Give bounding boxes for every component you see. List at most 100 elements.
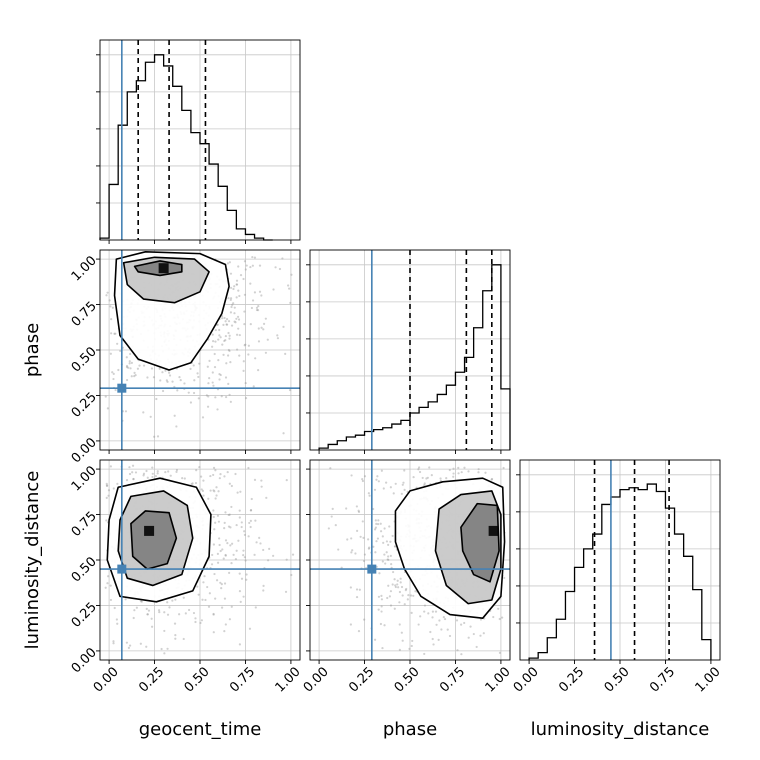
sample-point — [272, 288, 275, 291]
sample-point — [196, 585, 199, 588]
sample-point — [218, 334, 221, 337]
sample-point — [108, 299, 111, 302]
sample-point — [161, 389, 165, 393]
sample-point — [244, 268, 247, 271]
contour-line — [133, 260, 183, 277]
sample-point — [194, 617, 197, 620]
sample-point — [230, 305, 233, 309]
sample-point — [175, 425, 178, 428]
sample-point — [112, 377, 115, 381]
sample-point — [236, 315, 240, 318]
sample-point — [249, 519, 252, 522]
sample-point — [242, 360, 245, 363]
sample-point — [237, 289, 240, 292]
sample-point — [213, 572, 216, 576]
sample-point — [387, 555, 390, 558]
sample-point — [482, 632, 485, 635]
sample-point — [498, 651, 502, 654]
sample-point — [373, 488, 377, 491]
sample-point — [229, 311, 233, 314]
sample-point — [390, 563, 393, 566]
sample-point — [254, 357, 257, 360]
sample-point — [440, 628, 443, 631]
sample-point — [377, 595, 381, 598]
sample-point — [501, 616, 504, 619]
sample-point — [109, 352, 112, 355]
sample-point — [173, 414, 176, 417]
sample-point — [154, 474, 158, 478]
sample-point — [456, 649, 459, 652]
sample-point — [274, 266, 277, 269]
sample-point — [350, 474, 353, 477]
sample-point — [379, 530, 383, 533]
sample-point — [142, 474, 145, 477]
sample-point — [396, 579, 399, 582]
sample-point — [412, 475, 415, 479]
sample-point — [153, 435, 156, 438]
sample-point — [398, 590, 402, 594]
sample-point — [227, 525, 231, 528]
sample-point — [448, 468, 451, 472]
sample-point — [373, 528, 377, 531]
y-tick-label: 0.75 — [69, 509, 100, 540]
y-axis-label: phase — [22, 323, 43, 377]
sample-point — [383, 527, 386, 530]
sample-point — [388, 525, 391, 528]
sample-point — [253, 291, 257, 294]
sample-point — [238, 516, 241, 519]
sample-point — [389, 486, 392, 489]
sample-point — [463, 466, 466, 469]
sample-point — [428, 466, 431, 469]
sample-point — [140, 600, 143, 603]
sample-point — [176, 389, 179, 392]
sample-point — [378, 572, 381, 575]
sample-point — [116, 482, 119, 485]
x-tick-label: 1.00 — [483, 664, 514, 695]
sample-point — [334, 524, 337, 527]
sample-point — [104, 395, 107, 398]
sample-point — [266, 338, 269, 341]
sample-point — [227, 297, 230, 300]
sample-point — [201, 598, 204, 601]
sample-point — [442, 616, 445, 619]
sample-point — [230, 562, 233, 565]
sample-point — [398, 623, 401, 626]
sample-point — [113, 606, 116, 610]
sample-point — [380, 610, 383, 613]
sample-point — [187, 391, 190, 394]
sample-point — [262, 589, 265, 592]
sample-point — [228, 513, 231, 516]
sample-point — [207, 395, 210, 398]
sample-point — [372, 507, 375, 511]
sample-point — [327, 527, 330, 530]
sample-point — [220, 395, 223, 398]
sample-point — [245, 264, 248, 267]
sample-point — [231, 542, 234, 545]
sample-point — [357, 509, 360, 512]
sample-point — [150, 367, 154, 370]
sample-point — [290, 273, 293, 276]
sample-point — [133, 375, 136, 378]
sample-point — [281, 257, 284, 260]
sample-point — [125, 364, 129, 368]
sample-point — [119, 349, 122, 353]
sample-point — [381, 646, 384, 650]
sample-point — [253, 256, 257, 259]
sample-point — [139, 600, 143, 603]
sample-point — [387, 584, 390, 587]
sample-point — [183, 477, 186, 480]
sample-point — [228, 334, 231, 337]
sample-point — [249, 282, 252, 285]
sample-point — [430, 474, 433, 477]
sample-point — [146, 476, 149, 479]
sample-point — [242, 549, 245, 552]
sample-point — [215, 579, 219, 582]
sample-point — [235, 283, 239, 286]
sample-point — [106, 484, 109, 487]
sample-point — [354, 552, 357, 555]
sample-point — [375, 540, 378, 543]
sample-point — [194, 620, 197, 624]
sample-point — [255, 308, 259, 312]
sample-point — [229, 544, 232, 547]
sample-point — [217, 359, 220, 362]
